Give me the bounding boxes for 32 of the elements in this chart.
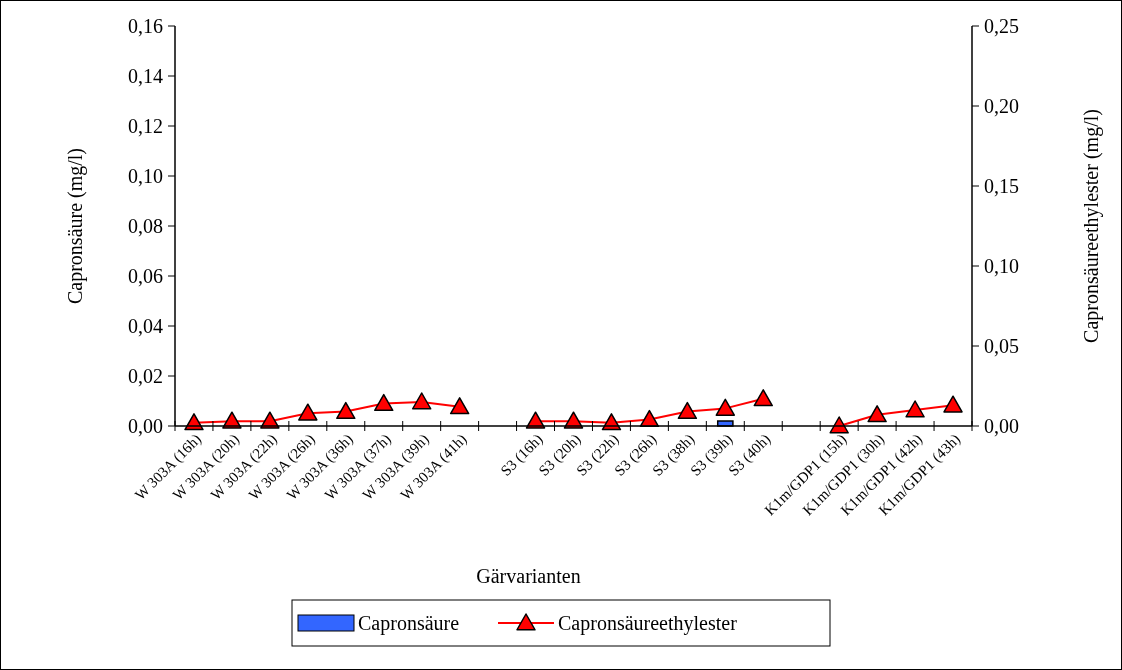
y-tick-label: 0,16	[128, 15, 163, 37]
point	[715, 398, 736, 416]
y2-tick-label: 0,00	[984, 415, 1019, 437]
y-tick-label: 0,08	[128, 215, 163, 237]
y2-axis-title: Capronsäureethylester (mg/l)	[1080, 109, 1103, 343]
point	[411, 392, 432, 410]
y2-tick-label: 0,05	[984, 335, 1019, 357]
point	[753, 389, 774, 407]
y2-tick-label: 0,10	[984, 255, 1019, 277]
y-tick-label: 0,12	[128, 115, 163, 137]
point	[298, 403, 318, 421]
point	[373, 393, 394, 412]
point	[449, 397, 470, 415]
x-axis-title: Gärvarianten	[476, 565, 581, 587]
legend-label: Capronsäure	[358, 612, 460, 635]
y2-tick-label: 0,25	[984, 15, 1019, 37]
point	[677, 401, 698, 420]
y-tick-label: 0,10	[128, 165, 163, 187]
y-axis-title: Capronsäure (mg/l)	[64, 147, 87, 305]
y-tick-label: 0,04	[128, 315, 163, 337]
point	[905, 400, 925, 418]
point	[943, 395, 963, 413]
y2-tick-label: 0,20	[984, 95, 1019, 117]
point	[829, 416, 849, 434]
point	[867, 405, 887, 423]
y-tick-label: 0,06	[128, 265, 163, 287]
y-tick-label: 0,02	[128, 365, 163, 387]
legend-label: Capronsäureethylester	[558, 612, 738, 635]
point	[336, 401, 356, 420]
y-tick-label: 0,00	[128, 415, 163, 437]
y-tick-label: 0,14	[128, 65, 163, 87]
y2-tick-label: 0,15	[984, 175, 1019, 197]
